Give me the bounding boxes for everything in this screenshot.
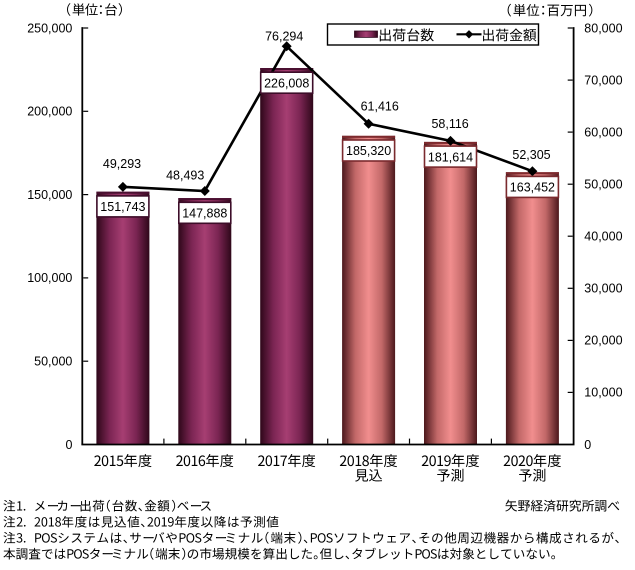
svg-text:48,493: 48,493: [166, 169, 204, 183]
svg-text:163,452: 163,452: [510, 181, 555, 195]
svg-text:181,614: 181,614: [428, 150, 473, 164]
svg-text:20,000: 20,000: [584, 334, 622, 348]
svg-text:0: 0: [584, 438, 591, 452]
svg-text:185,320: 185,320: [346, 144, 391, 158]
svg-text:250,000: 250,000: [27, 21, 72, 35]
svg-text:0: 0: [65, 438, 72, 452]
svg-text:58,116: 58,116: [431, 117, 468, 131]
svg-text:49,293: 49,293: [103, 157, 141, 171]
svg-text:200,000: 200,000: [27, 105, 72, 119]
svg-text:76,294: 76,294: [265, 29, 303, 43]
svg-text:80,000: 80,000: [584, 21, 622, 35]
svg-text:61,416: 61,416: [361, 99, 399, 113]
svg-text:70,000: 70,000: [584, 73, 622, 87]
svg-text:50,000: 50,000: [584, 178, 622, 192]
svg-text:226,008: 226,008: [264, 76, 309, 90]
svg-text:100,000: 100,000: [27, 271, 72, 285]
svg-text:10,000: 10,000: [584, 386, 622, 400]
svg-text:50,000: 50,000: [34, 355, 72, 369]
svg-text:150,000: 150,000: [27, 188, 72, 202]
svg-text:151,743: 151,743: [100, 200, 145, 214]
svg-text:40,000: 40,000: [584, 230, 622, 244]
svg-text:52,305: 52,305: [512, 148, 550, 162]
svg-text:30,000: 30,000: [584, 282, 622, 296]
svg-text:60,000: 60,000: [584, 125, 622, 139]
svg-text:147,888: 147,888: [182, 207, 227, 221]
